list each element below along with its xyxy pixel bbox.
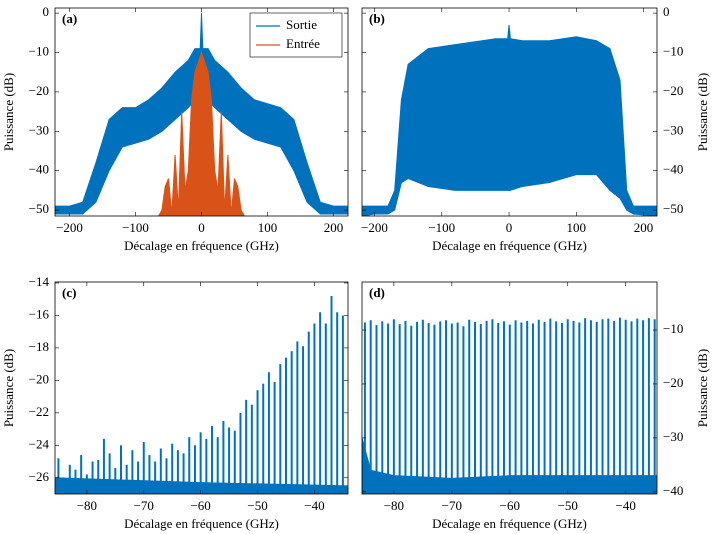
x-tick-label: 100 (258, 220, 278, 235)
x-tick-label: −50 (247, 498, 267, 513)
y-tick-label: −16 (29, 306, 50, 321)
x-tick-label: −60 (190, 498, 210, 513)
y-tick-label: −18 (29, 339, 49, 354)
x-tick-label: −100 (428, 220, 455, 235)
y-tick-label: −14 (29, 274, 50, 289)
y-tick-label: −30 (663, 429, 683, 444)
y-axis-label: Puissance (dB) (695, 73, 710, 151)
y-tick-label: −20 (29, 83, 49, 98)
area-upper (55, 13, 348, 207)
y-tick-label: −40 (663, 483, 683, 498)
x-axis-label: Décalage en fréquence (GHz) (124, 516, 279, 531)
area-fill (362, 24, 657, 216)
x-tick-label: 0 (198, 220, 205, 235)
y-tick-label: 0 (663, 4, 670, 19)
area-upper (362, 24, 657, 207)
y-tick-label: −24 (29, 436, 50, 451)
x-tick-label: −50 (558, 498, 578, 513)
y-tick-label: −30 (29, 122, 49, 137)
x-tick-label: −40 (616, 498, 636, 513)
x-tick-label: −70 (134, 498, 154, 513)
y-tick-label: −20 (663, 83, 683, 98)
x-axis-label: Décalage en fréquence (GHz) (124, 238, 279, 253)
y-tick-label: −26 (29, 469, 50, 484)
y-axis-label: Puissance (dB) (695, 349, 710, 427)
panel-label: (a) (62, 11, 77, 26)
area-upper (55, 477, 348, 487)
plot-area (55, 13, 348, 216)
x-tick-label: −100 (122, 220, 149, 235)
y-tick-label: −10 (663, 321, 683, 336)
x-tick-label: −200 (56, 220, 83, 235)
plot-frame (54, 281, 349, 495)
y-tick-label: −20 (29, 371, 49, 386)
legend-label: Entrée (286, 36, 320, 51)
x-tick-label: −40 (304, 498, 324, 513)
y-tick-label: −50 (29, 201, 49, 216)
panel-label: (c) (62, 285, 76, 300)
plot-frame (361, 7, 658, 217)
x-axis-label: Décalage en fréquence (GHz) (432, 516, 587, 531)
x-tick-label: 200 (634, 220, 654, 235)
y-tick-label: −40 (29, 162, 49, 177)
y-axis-label: Puissance (dB) (1, 73, 16, 151)
panel-label: (d) (369, 285, 385, 300)
x-tick-label: 0 (506, 220, 513, 235)
y-axis-label: Puissance (dB) (1, 349, 16, 427)
y-tick-label: −50 (663, 201, 683, 216)
area-fill (362, 437, 657, 494)
plot-area (362, 24, 657, 216)
panel-label: (b) (369, 11, 385, 26)
x-tick-label: −60 (500, 498, 520, 513)
legend-label: Sortie (286, 17, 317, 32)
x-tick-label: −200 (361, 220, 388, 235)
y-tick-label: 0 (43, 4, 50, 19)
y-tick-label: −20 (663, 375, 683, 390)
area-fill (55, 477, 348, 494)
y-tick-label: −10 (663, 43, 683, 58)
area-lower (362, 174, 657, 216)
y-tick-label: −10 (29, 43, 49, 58)
x-tick-label: −80 (77, 498, 97, 513)
plot-area (55, 295, 348, 494)
legend-box (249, 12, 343, 58)
x-tick-label: 100 (567, 220, 587, 235)
y-tick-label: −30 (663, 122, 683, 137)
area-upper (158, 50, 245, 216)
area-upper (362, 437, 657, 479)
plot-area (362, 317, 657, 494)
x-axis-label: Décalage en fréquence (GHz) (432, 238, 587, 253)
x-tick-label: −70 (442, 498, 462, 513)
y-tick-label: −22 (29, 404, 49, 419)
x-tick-label: 200 (324, 220, 344, 235)
x-tick-label: −80 (384, 498, 404, 513)
y-tick-label: −40 (663, 162, 683, 177)
